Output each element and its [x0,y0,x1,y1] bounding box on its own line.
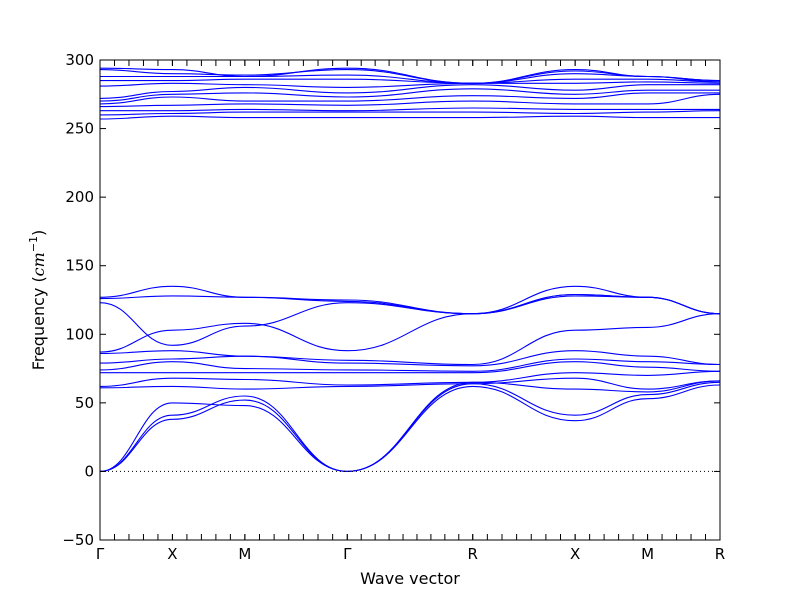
band-line [99,110,721,116]
y-axis-label: Frequency (cm−1) [27,230,48,371]
band-line [99,92,720,105]
x-tick-label: X [167,545,177,563]
y-axis-label-text: Frequency ( [29,276,48,370]
band-line [99,370,721,387]
band-lines [99,67,721,472]
y-tick-label: 300 [65,51,94,69]
y-tick-label: 0 [84,462,94,480]
band-line [99,358,721,372]
x-tick-label: X [570,545,580,563]
x-tick-label: M [641,545,654,563]
band-line [100,78,721,84]
x-tick-label: Γ [96,545,105,563]
band-line [99,350,721,367]
y-tick-label: −50 [62,531,94,549]
x-tick-label: R [468,545,478,563]
plot-frame [99,59,721,541]
y-tick-label: 100 [65,325,94,343]
y-tick-label: 150 [65,257,94,275]
band-line [99,377,721,390]
x-tick-label: M [238,545,251,563]
x-tick-label: R [715,545,725,563]
band-line [99,67,721,84]
y-axis-label-close: ) [29,230,48,236]
band-line [99,84,720,99]
x-axis-label: Wave vector [360,569,460,588]
y-tick-label: 250 [65,120,94,138]
band-line [99,115,720,120]
band-line [99,285,721,315]
y-tick-label: 50 [75,394,94,412]
band-line [99,88,720,102]
band-line [99,81,721,88]
band-line [99,285,721,346]
band-line [99,107,720,112]
y-tick-label: 200 [65,188,94,206]
band-line [99,313,721,366]
y-axis-label-unit: cm [29,252,48,276]
band-line [99,295,721,353]
band-line [99,380,721,472]
band-line [99,384,721,472]
y-axis-ticks: −50 0 50 100 150 200 250 300 [62,51,720,549]
band-line [99,93,721,108]
x-tick-label: Γ [343,545,352,563]
y-axis-label-exponent: −1 [27,236,40,252]
band-line [100,361,721,374]
